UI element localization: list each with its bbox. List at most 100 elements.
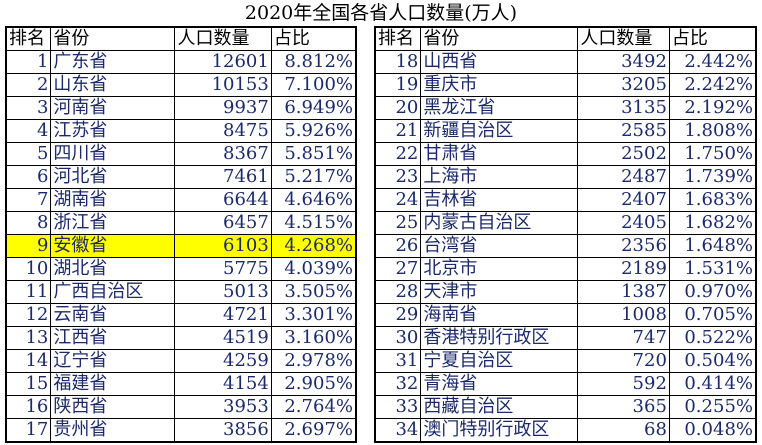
population-cell: 592 (577, 372, 670, 396)
province-cell: 陕西省 (50, 395, 176, 419)
population-cell: 10153 (174, 73, 272, 97)
population-cell: 2356 (577, 234, 670, 258)
header-rank: 排名 (374, 26, 422, 51)
table-row: 31 宁夏自治区 720 0.504% (374, 349, 757, 373)
province-cell: 内蒙古自治区 (420, 211, 579, 235)
population-cell: 2585 (577, 119, 670, 143)
table-row: 22 甘肃省 2502 1.750% (374, 142, 757, 166)
rank-cell: 34 (374, 418, 422, 443)
province-cell: 贵州省 (50, 418, 176, 443)
share-cell: 2.905% (270, 372, 357, 396)
table-row: 13 江西省 4519 3.160% (5, 326, 357, 350)
province-cell: 吉林省 (420, 188, 579, 212)
share-cell: 4.039% (270, 257, 357, 281)
rank-cell: 19 (374, 73, 422, 97)
population-cell: 1387 (577, 280, 670, 304)
share-cell: 2.978% (270, 349, 357, 373)
share-cell: 3.505% (270, 280, 357, 304)
header-population: 人口数量 (577, 26, 670, 51)
province-cell: 浙江省 (50, 211, 176, 235)
share-cell: 5.926% (270, 119, 357, 143)
share-cell: 6.949% (270, 96, 357, 120)
share-cell: 0.048% (668, 418, 757, 443)
header-share: 占比 (270, 26, 357, 51)
population-cell: 8367 (174, 142, 272, 166)
province-cell: 福建省 (50, 372, 176, 396)
population-cell: 747 (577, 326, 670, 350)
share-cell: 5.851% (270, 142, 357, 166)
share-cell: 1.739% (668, 165, 757, 189)
rank-cell: 28 (374, 280, 422, 304)
share-cell: 1.682% (668, 211, 757, 235)
rank-cell: 6 (5, 165, 52, 189)
table-row: 15 福建省 4154 2.905% (5, 372, 357, 396)
population-cell: 365 (577, 395, 670, 419)
population-cell: 3856 (174, 418, 272, 443)
rank-cell: 10 (5, 257, 52, 281)
province-cell: 香港特别行政区 (420, 326, 579, 350)
table-row: 27 北京市 2189 1.531% (374, 257, 757, 281)
population-cell: 4519 (174, 326, 272, 350)
share-cell: 5.217% (270, 165, 357, 189)
province-cell: 广东省 (50, 50, 176, 74)
share-cell: 0.522% (668, 326, 757, 350)
population-cell: 3492 (577, 50, 670, 74)
share-cell: 0.504% (668, 349, 757, 373)
population-cell: 68 (577, 418, 670, 443)
table-row: 30 香港特别行政区 747 0.522% (374, 326, 757, 350)
rank-cell: 12 (5, 303, 52, 327)
province-cell: 河北省 (50, 165, 176, 189)
table-row: 9 安徽省 6103 4.268% (5, 234, 357, 258)
population-cell: 5013 (174, 280, 272, 304)
table-row: 23 上海市 2487 1.739% (374, 165, 757, 189)
population-cell: 7461 (174, 165, 272, 189)
share-cell: 4.646% (270, 188, 357, 212)
share-cell: 7.100% (270, 73, 357, 97)
share-cell: 2.192% (668, 96, 757, 120)
share-cell: 2.764% (270, 395, 357, 419)
header-province: 省份 (420, 26, 579, 51)
rank-cell: 32 (374, 372, 422, 396)
province-cell: 江苏省 (50, 119, 176, 143)
rank-cell: 15 (5, 372, 52, 396)
share-cell: 1.808% (668, 119, 757, 143)
table-row: 14 辽宁省 4259 2.978% (5, 349, 357, 373)
rank-cell: 20 (374, 96, 422, 120)
table-row: 5 四川省 8367 5.851% (5, 142, 357, 166)
table-row: 25 内蒙古自治区 2405 1.682% (374, 211, 757, 235)
rank-cell: 24 (374, 188, 422, 212)
table-row: 24 吉林省 2407 1.683% (374, 188, 757, 212)
table-row: 34 澳门特别行政区 68 0.048% (374, 418, 757, 443)
table-row: 26 台湾省 2356 1.648% (374, 234, 757, 258)
table-row: 16 陕西省 3953 2.764% (5, 395, 357, 419)
population-cell: 3135 (577, 96, 670, 120)
table-row: 2 山东省 10153 7.100% (5, 73, 357, 97)
population-cell: 4259 (174, 349, 272, 373)
province-cell: 山东省 (50, 73, 176, 97)
rank-cell: 18 (374, 50, 422, 74)
header-rank: 排名 (5, 26, 52, 51)
population-cell: 8475 (174, 119, 272, 143)
rank-cell: 3 (5, 96, 52, 120)
table-row: 28 天津市 1387 0.970% (374, 280, 757, 304)
province-cell: 山西省 (420, 50, 579, 74)
table-row: 3 河南省 9937 6.949% (5, 96, 357, 120)
rank-cell: 26 (374, 234, 422, 258)
share-cell: 0.970% (668, 280, 757, 304)
province-cell: 新疆自治区 (420, 119, 579, 143)
rank-cell: 13 (5, 326, 52, 350)
rank-cell: 4 (5, 119, 52, 143)
province-cell: 西藏自治区 (420, 395, 579, 419)
province-cell: 澳门特别行政区 (420, 418, 579, 443)
province-cell: 湖南省 (50, 188, 176, 212)
province-cell: 天津市 (420, 280, 579, 304)
rank-cell: 30 (374, 326, 422, 350)
population-cell: 12601 (174, 50, 272, 74)
rank-cell: 9 (5, 234, 52, 258)
rank-cell: 1 (5, 50, 52, 74)
province-cell: 江西省 (50, 326, 176, 350)
table-row: 18 山西省 3492 2.442% (374, 50, 757, 74)
table-row: 4 江苏省 8475 5.926% (5, 119, 357, 143)
province-cell: 云南省 (50, 303, 176, 327)
table-row: 19 重庆市 3205 2.242% (374, 73, 757, 97)
